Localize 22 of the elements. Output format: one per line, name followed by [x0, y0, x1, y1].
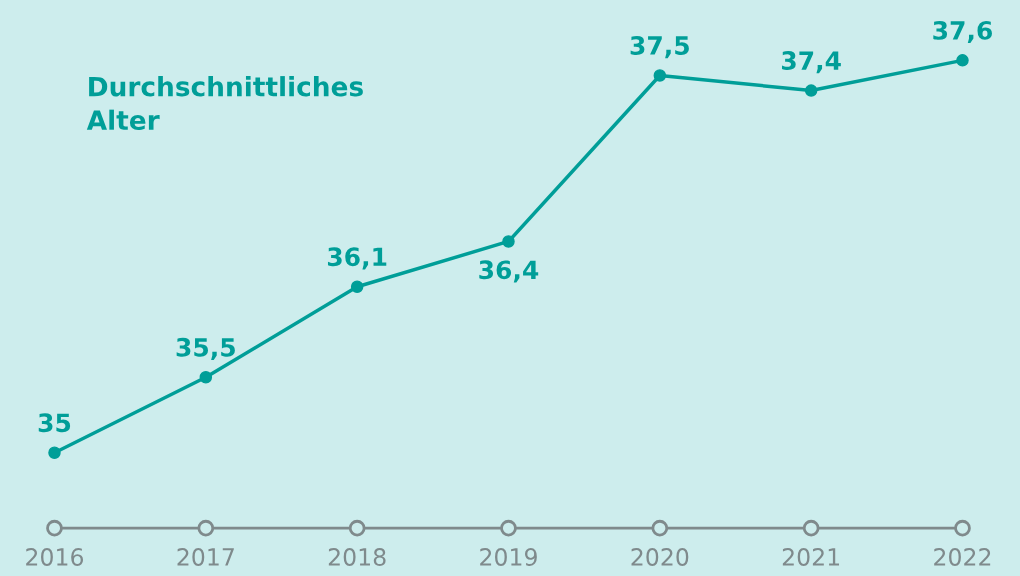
- point: [956, 54, 969, 67]
- point: [350, 280, 364, 293]
- x-tick-label: 2022: [934, 548, 991, 566]
- text: Durchschnittliches Alter: [86, 76, 363, 131]
- x-tick-label: 2018: [328, 548, 386, 566]
- point: [653, 69, 667, 82]
- data-label: 36,4: [479, 260, 539, 283]
- x-tick-label: 2019: [480, 548, 537, 566]
- point: [502, 235, 515, 248]
- x-tick-label: 2021: [782, 548, 840, 566]
- data-label: 37,5: [630, 36, 689, 59]
- point: [48, 446, 61, 459]
- data-label: 37,4: [781, 51, 841, 74]
- data-label: 37,6: [933, 20, 992, 44]
- point: [199, 371, 213, 384]
- data-label: 35: [38, 413, 71, 433]
- data-label: 36,1: [327, 247, 387, 270]
- data-label: 35,5: [176, 337, 235, 360]
- x-tick-label: 2016: [26, 548, 84, 566]
- x-tick-label: 2017: [177, 548, 234, 566]
- x-tick-label: 2020: [631, 548, 689, 566]
- point: [804, 84, 818, 97]
